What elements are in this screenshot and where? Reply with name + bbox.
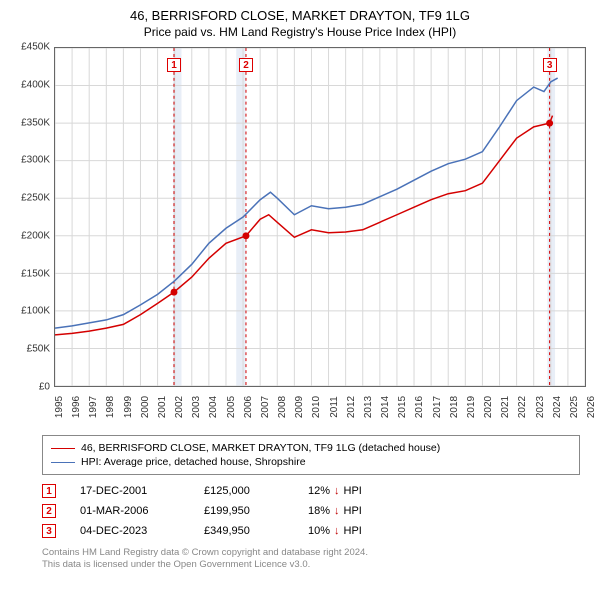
x-tick: 1998 xyxy=(105,396,116,418)
x-tick: 2000 xyxy=(140,396,151,418)
x-tick: 2026 xyxy=(586,396,597,418)
y-tick: £150K xyxy=(21,268,50,279)
y-tick: £400K xyxy=(21,79,50,90)
x-tick: 2015 xyxy=(397,396,408,418)
sale-marker-ref: 2 xyxy=(42,504,56,518)
sale-row: 3 04-DEC-2023 £349,950 10% ↓ HPI xyxy=(42,521,580,541)
x-tick: 2008 xyxy=(277,396,288,418)
chart-subtitle: Price paid vs. HM Land Registry's House … xyxy=(0,25,600,39)
y-tick: £450K xyxy=(21,42,50,53)
x-tick: 2020 xyxy=(483,396,494,418)
sale-marker-ref: 1 xyxy=(42,484,56,498)
plot-svg xyxy=(55,48,585,386)
x-tick: 2005 xyxy=(226,396,237,418)
footer-line1: Contains HM Land Registry data © Crown c… xyxy=(42,547,580,559)
sale-row: 1 17-DEC-2001 £125,000 12% ↓ HPI xyxy=(42,481,580,501)
x-tick: 2001 xyxy=(157,396,168,418)
x-tick: 2007 xyxy=(260,396,271,418)
y-tick: £50K xyxy=(27,344,50,355)
legend-label: HPI: Average price, detached house, Shro… xyxy=(81,456,306,468)
sale-marker-3: 3 xyxy=(543,58,557,72)
sale-diff: 18% ↓ HPI xyxy=(308,505,362,517)
sale-date: 01-MAR-2006 xyxy=(80,505,180,517)
sale-row: 2 01-MAR-2006 £199,950 18% ↓ HPI xyxy=(42,501,580,521)
legend-item: 46, BERRISFORD CLOSE, MARKET DRAYTON, TF… xyxy=(51,441,571,455)
sale-diff: 12% ↓ HPI xyxy=(308,485,362,497)
x-tick: 2013 xyxy=(363,396,374,418)
legend-swatch xyxy=(51,448,75,449)
y-axis: £0£50K£100K£150K£200K£250K£300K£350K£400… xyxy=(0,47,54,387)
x-tick: 2014 xyxy=(380,396,391,418)
sale-diff-pct: 10% xyxy=(308,525,330,537)
down-arrow-icon: ↓ xyxy=(334,505,340,517)
sale-diff: 10% ↓ HPI xyxy=(308,525,362,537)
down-arrow-icon: ↓ xyxy=(334,525,340,537)
y-tick: £250K xyxy=(21,193,50,204)
sales-table: 1 17-DEC-2001 £125,000 12% ↓ HPI 2 01-MAR-2006 £… xyxy=(42,481,580,541)
x-tick: 2016 xyxy=(414,396,425,418)
down-arrow-icon: ↓ xyxy=(334,485,340,497)
x-tick: 1997 xyxy=(88,396,99,418)
x-tick: 2006 xyxy=(243,396,254,418)
sale-diff-suffix: HPI xyxy=(344,525,362,537)
x-tick: 2011 xyxy=(329,396,340,418)
x-tick: 2009 xyxy=(294,396,305,418)
sale-price: £199,950 xyxy=(204,505,284,517)
x-tick: 2022 xyxy=(517,396,528,418)
x-tick: 1995 xyxy=(54,396,65,418)
sale-date: 04-DEC-2023 xyxy=(80,525,180,537)
plot: 1 2 3 xyxy=(54,47,586,387)
sale-price: £125,000 xyxy=(204,485,284,497)
legend: 46, BERRISFORD CLOSE, MARKET DRAYTON, TF… xyxy=(42,435,580,475)
x-tick: 2017 xyxy=(432,396,443,418)
x-tick: 1996 xyxy=(71,396,82,418)
plot-area: £0 £50K £100K £150K £200K £250K £300K £350K £400… xyxy=(0,47,586,427)
sale-date: 17-DEC-2001 xyxy=(80,485,180,497)
x-tick: 2004 xyxy=(208,396,219,418)
x-tick: 2021 xyxy=(500,396,511,418)
y-tick: £350K xyxy=(21,117,50,128)
x-tick: 2025 xyxy=(569,396,580,418)
sale-marker-ref: 3 xyxy=(42,524,56,538)
x-tick: 2003 xyxy=(191,396,202,418)
y-tick: £0 xyxy=(39,382,50,393)
sale-marker-2: 2 xyxy=(239,58,253,72)
chart-container: 46, BERRISFORD CLOSE, MARKET DRAYTON, TF… xyxy=(0,8,600,572)
sale-diff-suffix: HPI xyxy=(344,485,362,497)
legend-item: HPI: Average price, detached house, Shro… xyxy=(51,455,571,469)
footer-line2: This data is licensed under the Open Gov… xyxy=(42,559,580,571)
x-tick: 2019 xyxy=(466,396,477,418)
y-tick: £300K xyxy=(21,155,50,166)
x-tick: 1999 xyxy=(123,396,134,418)
x-tick: 2010 xyxy=(311,396,322,418)
legend-swatch xyxy=(51,462,75,463)
sale-marker-1: 1 xyxy=(167,58,181,72)
sale-diff-pct: 12% xyxy=(308,485,330,497)
sale-diff-pct: 18% xyxy=(308,505,330,517)
x-tick: 2002 xyxy=(174,396,185,418)
x-tick: 2018 xyxy=(449,396,460,418)
sale-price: £349,950 xyxy=(204,525,284,537)
y-tick: £200K xyxy=(21,230,50,241)
legend-label: 46, BERRISFORD CLOSE, MARKET DRAYTON, TF… xyxy=(81,442,440,454)
x-tick: 2012 xyxy=(346,396,357,418)
x-tick: 2024 xyxy=(552,396,563,418)
x-tick: 2023 xyxy=(535,396,546,418)
y-tick: £100K xyxy=(21,306,50,317)
footer-attribution: Contains HM Land Registry data © Crown c… xyxy=(42,547,580,572)
sale-diff-suffix: HPI xyxy=(344,505,362,517)
chart-title: 46, BERRISFORD CLOSE, MARKET DRAYTON, TF… xyxy=(0,8,600,23)
x-axis: 1995 1996 1997 1998 1999 2000 2001 2002 2003 2004… xyxy=(54,387,586,427)
